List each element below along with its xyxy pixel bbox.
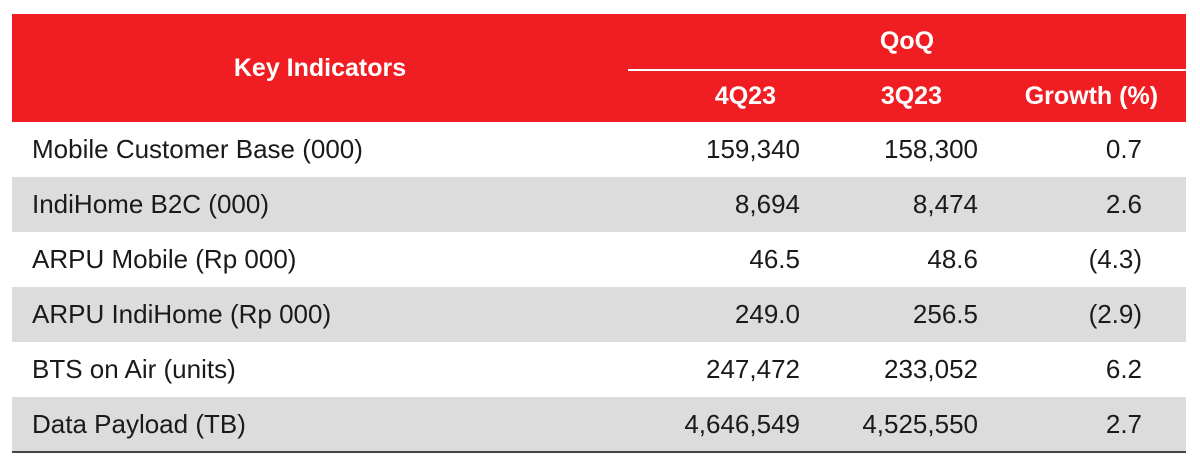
row-label: BTS on Air (units) bbox=[32, 354, 236, 384]
cell-growth: (2.9) bbox=[994, 287, 1187, 342]
cell-3q23: 158,300 bbox=[884, 134, 978, 164]
cell-3q23: 256.5 bbox=[816, 287, 994, 342]
cell-growth: 6.2 bbox=[1105, 354, 1143, 384]
cell-growth: (4.3) bbox=[1088, 244, 1143, 274]
row-label: ARPU IndiHome (Rp 000) bbox=[12, 287, 628, 342]
cell-3q23: 4,525,550 bbox=[816, 397, 994, 453]
cell-growth: 2.6 bbox=[994, 177, 1187, 232]
cell-4q23: 4,646,549 bbox=[628, 397, 816, 453]
table-row: IndiHome B2C (000) 8,694 8,474 2.6 bbox=[12, 177, 1187, 232]
cell-4q23: 8,694 bbox=[628, 177, 816, 232]
key-indicators-table: Key Indicators QoQ 4Q23 3Q23 Growth (%) … bbox=[12, 14, 1187, 453]
cell-growth: 0.7 bbox=[1105, 134, 1143, 164]
cell-4q23: 159,340 bbox=[706, 134, 800, 164]
row-label: Data Payload (TB) bbox=[12, 397, 628, 453]
header-qoq-group: QoQ bbox=[628, 14, 1187, 71]
row-label: ARPU Mobile (Rp 000) bbox=[32, 244, 297, 274]
header-4q23: 4Q23 bbox=[628, 70, 816, 122]
cell-4q23: 249.0 bbox=[628, 287, 816, 342]
table-row: ARPU Mobile (Rp 000) 46.5 48.6 (4.3) bbox=[12, 232, 1186, 287]
cell-3q23: 48.6 bbox=[927, 244, 978, 274]
cell-3q23: 8,474 bbox=[816, 177, 994, 232]
header-key-indicators: Key Indicators bbox=[12, 14, 628, 122]
table-row: Data Payload (TB) 4,646,549 4,525,550 2.… bbox=[12, 397, 1187, 453]
table-row: ARPU IndiHome (Rp 000) 249.0 256.5 (2.9) bbox=[12, 287, 1187, 342]
cell-4q23: 247,472 bbox=[706, 354, 800, 384]
cell-3q23: 233,052 bbox=[884, 354, 978, 384]
row-label: Mobile Customer Base (000) bbox=[32, 134, 363, 164]
header-growth: Growth (%) bbox=[994, 70, 1187, 122]
header-3q23: 3Q23 bbox=[816, 70, 994, 122]
cell-4q23: 46.5 bbox=[749, 244, 800, 274]
cell-growth: 2.7 bbox=[994, 397, 1187, 453]
row-label: IndiHome B2C (000) bbox=[12, 177, 628, 232]
table-body: Mobile Customer Base (000) 159,340 158,3… bbox=[12, 122, 1187, 453]
table-row: Mobile Customer Base (000) 159,340 158,3… bbox=[12, 122, 1186, 177]
table-header: Key Indicators QoQ 4Q23 3Q23 Growth (%) bbox=[12, 14, 1187, 122]
table-row: BTS on Air (units) 247,472 233,052 6.2 bbox=[12, 342, 1186, 397]
